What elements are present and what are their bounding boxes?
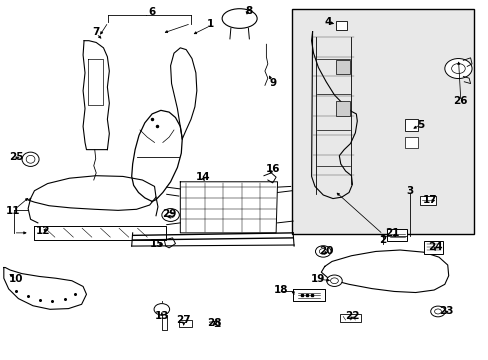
Text: 23: 23 bbox=[438, 306, 452, 316]
Text: 9: 9 bbox=[268, 78, 276, 88]
Circle shape bbox=[326, 275, 342, 287]
Text: 17: 17 bbox=[422, 195, 437, 204]
Circle shape bbox=[154, 303, 169, 315]
FancyBboxPatch shape bbox=[419, 196, 435, 205]
Text: 25: 25 bbox=[9, 152, 23, 162]
Text: 1: 1 bbox=[206, 18, 214, 28]
Text: 4: 4 bbox=[324, 17, 331, 27]
Text: 8: 8 bbox=[245, 6, 252, 17]
FancyBboxPatch shape bbox=[179, 320, 192, 327]
FancyBboxPatch shape bbox=[404, 118, 417, 131]
Circle shape bbox=[166, 212, 174, 218]
Circle shape bbox=[451, 64, 464, 73]
Text: 21: 21 bbox=[385, 228, 399, 238]
Text: 10: 10 bbox=[9, 274, 23, 284]
Text: 28: 28 bbox=[207, 318, 221, 328]
Ellipse shape bbox=[26, 156, 35, 163]
Text: 2: 2 bbox=[379, 235, 386, 245]
Text: 11: 11 bbox=[6, 206, 21, 216]
Circle shape bbox=[434, 309, 441, 314]
Text: 16: 16 bbox=[265, 164, 279, 174]
FancyBboxPatch shape bbox=[339, 314, 361, 322]
Circle shape bbox=[319, 249, 326, 254]
FancyBboxPatch shape bbox=[335, 60, 349, 73]
FancyBboxPatch shape bbox=[335, 21, 346, 30]
Text: 29: 29 bbox=[162, 209, 176, 219]
FancyBboxPatch shape bbox=[291, 9, 473, 234]
Text: 3: 3 bbox=[406, 186, 412, 196]
Text: 6: 6 bbox=[148, 7, 155, 17]
FancyBboxPatch shape bbox=[404, 138, 417, 148]
Text: 27: 27 bbox=[176, 315, 191, 325]
Text: 7: 7 bbox=[92, 27, 100, 37]
Circle shape bbox=[430, 306, 445, 317]
Text: 13: 13 bbox=[154, 311, 169, 321]
Text: 14: 14 bbox=[196, 172, 210, 182]
Text: 19: 19 bbox=[310, 274, 325, 284]
Text: 26: 26 bbox=[453, 96, 467, 106]
Circle shape bbox=[330, 278, 338, 284]
Circle shape bbox=[315, 246, 330, 257]
Circle shape bbox=[162, 208, 179, 221]
Text: 5: 5 bbox=[416, 120, 423, 130]
FancyBboxPatch shape bbox=[424, 241, 443, 254]
Text: 18: 18 bbox=[273, 285, 287, 295]
Text: 22: 22 bbox=[345, 311, 359, 321]
Ellipse shape bbox=[222, 9, 257, 28]
Ellipse shape bbox=[22, 152, 39, 166]
Circle shape bbox=[444, 59, 471, 78]
Text: 12: 12 bbox=[36, 226, 50, 236]
Text: 24: 24 bbox=[427, 242, 442, 252]
FancyBboxPatch shape bbox=[335, 101, 349, 116]
FancyBboxPatch shape bbox=[386, 229, 407, 241]
Text: 15: 15 bbox=[149, 239, 164, 249]
Text: 20: 20 bbox=[318, 246, 333, 256]
